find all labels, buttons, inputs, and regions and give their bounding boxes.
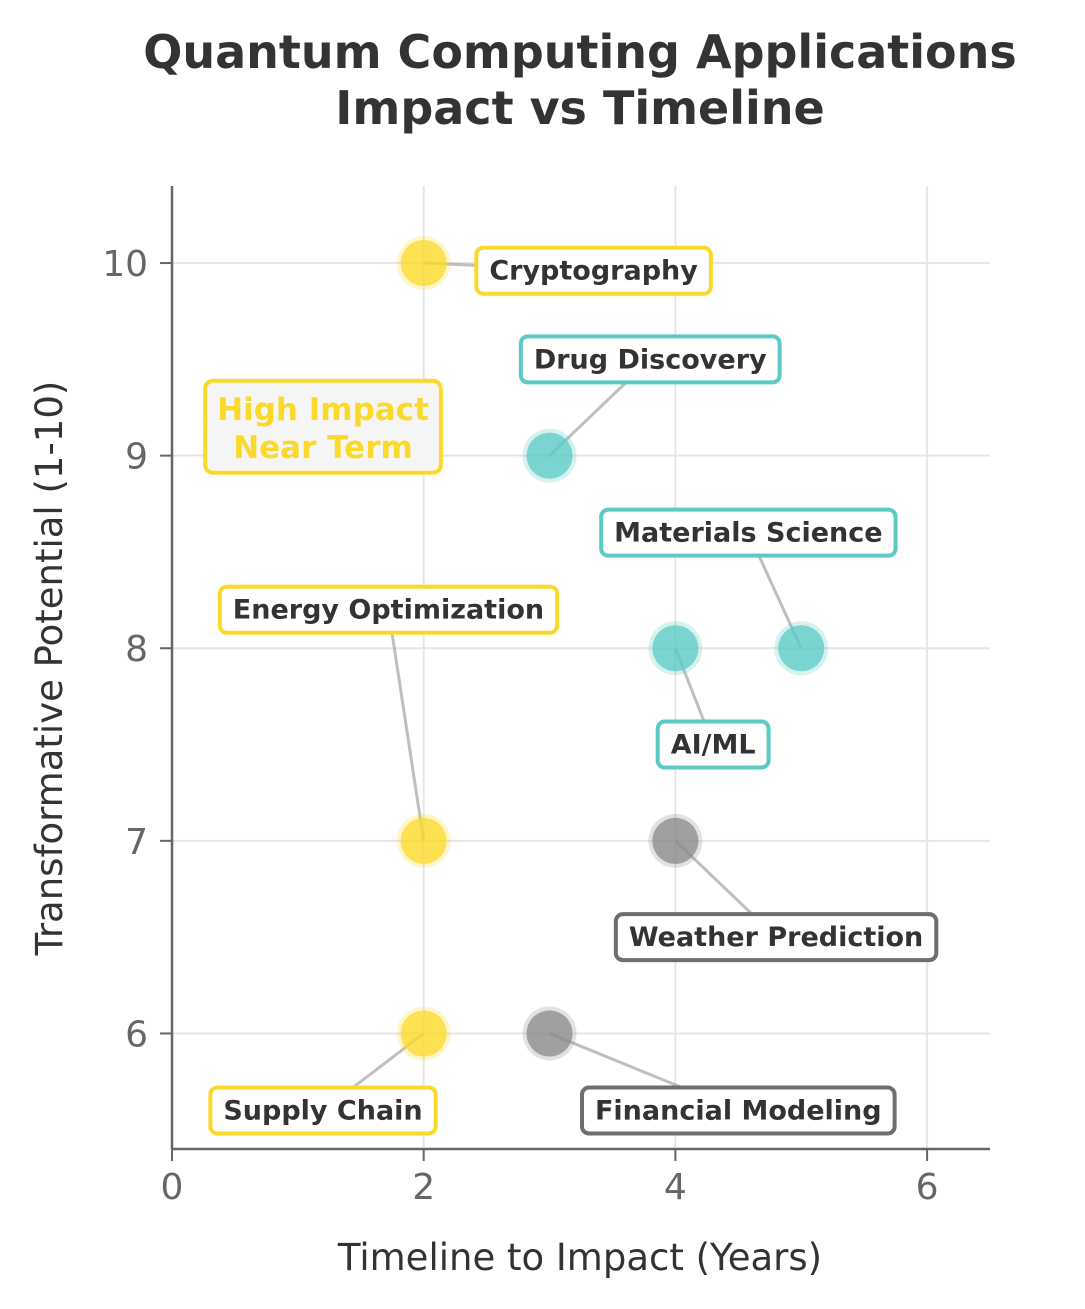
data-point <box>526 432 573 479</box>
point-label-box <box>518 334 782 385</box>
chart-title-line-2: Impact vs Timeline <box>335 81 824 135</box>
point-label-box <box>474 245 713 296</box>
leader-line <box>390 632 426 842</box>
y-axis-label: Transformative Potential (1-10) <box>28 381 71 957</box>
x-tick-label: 6 <box>916 1167 939 1208</box>
point-label: Supply Chain <box>223 1095 422 1126</box>
point-label: Cryptography <box>489 256 698 287</box>
x-tick-label: 0 <box>161 1167 184 1208</box>
x-tick-label: 4 <box>664 1167 687 1208</box>
grid <box>171 186 990 1149</box>
axes: 0 2 4 6 6 7 8 9 10 <box>102 186 990 1208</box>
y-tick-label: 6 <box>125 1014 148 1055</box>
y-tick-label: 8 <box>125 629 148 670</box>
point-label: Financial Modeling <box>595 1095 882 1126</box>
point-label-box <box>579 1085 897 1136</box>
y-tick-label: 7 <box>125 822 148 863</box>
point-labels: Cryptography Drug Discovery Materials Scie… <box>208 245 939 1136</box>
region-annotation-box <box>203 378 443 475</box>
point-label: Energy Optimization <box>233 595 544 626</box>
point-label-box <box>217 584 560 635</box>
region-annotation-line: High Impact <box>217 392 429 428</box>
region-annotation-line: Near Term <box>233 430 413 466</box>
leader-line <box>548 1032 683 1089</box>
y-tick-label: 9 <box>125 437 148 478</box>
point-label: Weather Prediction <box>629 922 923 953</box>
point-label-box <box>655 719 771 770</box>
data-point <box>400 817 447 864</box>
point-label: Materials Science <box>614 518 882 549</box>
point-label-box <box>599 507 898 558</box>
data-point <box>400 240 447 287</box>
point-label: AI/ML <box>671 730 756 761</box>
y-tick-label: 10 <box>102 244 148 285</box>
data-point <box>778 625 825 672</box>
data-points <box>396 236 829 1061</box>
data-point <box>652 817 699 864</box>
x-axis-label: Timeline to Impact (Years) <box>337 1236 822 1279</box>
chart-title-line-1: Quantum Computing Applications <box>143 25 1017 79</box>
point-label-box <box>613 912 939 963</box>
point-label: Drug Discovery <box>534 344 767 375</box>
data-point <box>526 1010 573 1057</box>
x-tick-label: 2 <box>412 1167 435 1208</box>
point-label-box <box>208 1085 438 1136</box>
data-point <box>400 1010 447 1057</box>
data-point <box>652 625 699 672</box>
